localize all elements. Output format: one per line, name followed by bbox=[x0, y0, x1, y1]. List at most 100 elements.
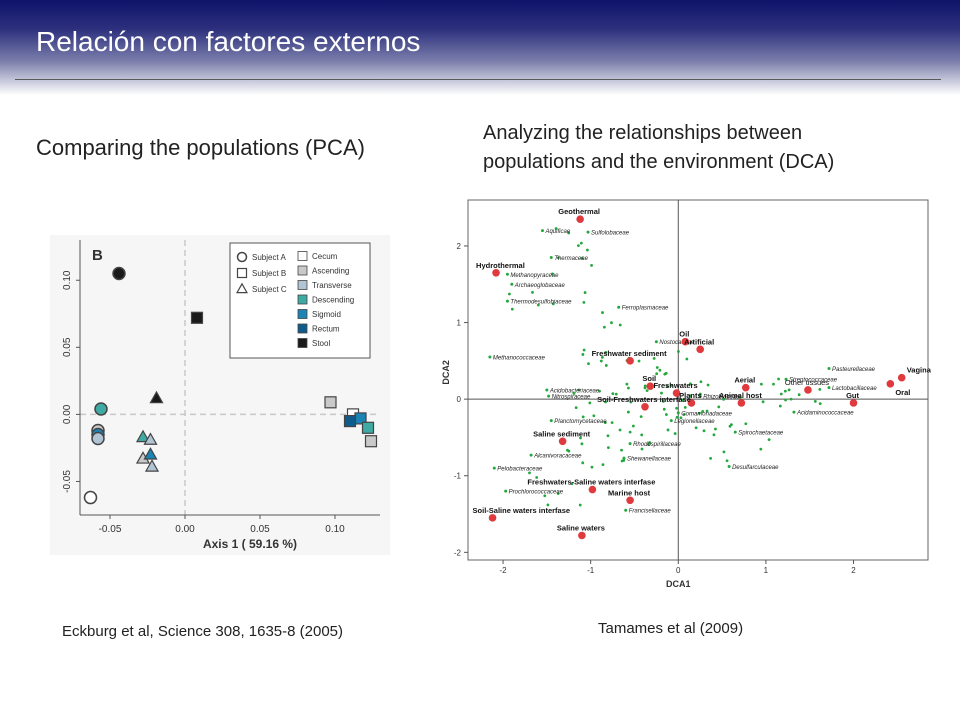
pca-point bbox=[143, 447, 158, 460]
dca-family-point bbox=[606, 434, 610, 438]
dca-family-point bbox=[722, 450, 726, 454]
dca-family-point bbox=[626, 410, 630, 414]
dca-family-point bbox=[572, 392, 576, 395]
dca-family-point bbox=[709, 457, 713, 460]
dca-environment-point-saline-waters bbox=[578, 531, 586, 540]
dca-family-point-pelobacteraceae bbox=[492, 466, 496, 470]
pca-x-tick-label: 0.05 bbox=[250, 524, 270, 535]
dca-family-point bbox=[583, 291, 587, 294]
dca-family-point-thermaceae bbox=[549, 255, 553, 259]
dca-family-point bbox=[778, 404, 782, 408]
dca-family-point bbox=[581, 353, 585, 356]
dca-y-tick-label: -1 bbox=[454, 472, 462, 481]
pca-point bbox=[94, 402, 108, 416]
dca-family-point bbox=[772, 382, 775, 386]
dca-family-point bbox=[620, 448, 623, 452]
dca-family-point-planctomycetaceae bbox=[549, 419, 553, 423]
dca-family-point bbox=[629, 400, 633, 404]
dca-family-point bbox=[706, 383, 710, 387]
dca-family-point bbox=[729, 423, 733, 427]
dca-family-label-thermaceae: Thermaceae bbox=[554, 256, 588, 262]
dca-family-point bbox=[556, 492, 560, 495]
pca-legend-label-sigmoid: Sigmoid bbox=[312, 310, 341, 319]
dca-family-point-nitrospiraceae bbox=[547, 394, 551, 398]
pca-x-tick-label: 0.00 bbox=[175, 524, 195, 535]
dca-environment-label-soil-saline-waters-interfase: Soil-Saline waters interfase bbox=[473, 506, 571, 515]
dca-family-point-nostocaceae bbox=[654, 340, 658, 344]
dca-y-tick-label: 0 bbox=[457, 395, 462, 404]
dca-environment-point-freshwaters bbox=[672, 389, 681, 397]
dca-environment-point-vagina bbox=[897, 373, 906, 382]
pca-legend-swatch-ascending bbox=[297, 265, 308, 276]
dca-family-point-comamonadaceae bbox=[676, 411, 680, 415]
dca-family-point bbox=[556, 256, 560, 260]
dca-family-point bbox=[582, 300, 586, 304]
dca-environment-label-saline-sediment: Saline sediment bbox=[533, 429, 591, 438]
dca-family-point bbox=[579, 241, 583, 245]
dca-environment-label-geothermal: Geothermal bbox=[558, 207, 600, 216]
dca-family-point-legionellaceae bbox=[669, 419, 673, 423]
dca-environment-label-hydrothermal: Hydrothermal bbox=[476, 261, 525, 270]
dca-family-label-ferroplasmaceae: Ferroplasmaceae bbox=[622, 306, 669, 312]
dca-family-point bbox=[712, 433, 716, 437]
pca-legend-label-transverse: Transverse bbox=[312, 281, 352, 290]
dca-family-point bbox=[658, 368, 662, 372]
dca-family-point bbox=[536, 303, 540, 307]
pca-y-tick-label: 0.00 bbox=[62, 404, 73, 424]
dca-family-point bbox=[611, 392, 615, 396]
dca-family-point-pasteurellaceae bbox=[827, 367, 831, 371]
pca-point bbox=[190, 311, 204, 324]
dca-family-label-lactobacillaceae: Lactobacillaceae bbox=[832, 386, 877, 392]
dca-environment-label-freshwaters: Freshwaters bbox=[653, 381, 697, 390]
dca-x-tick-label: 1 bbox=[764, 566, 769, 575]
dca-family-point bbox=[652, 356, 656, 360]
dca-x-tick-label: 2 bbox=[851, 566, 856, 575]
dca-family-point bbox=[701, 409, 705, 413]
pca-legend-swatch-sigmoid bbox=[297, 309, 308, 319]
pca-point bbox=[149, 390, 164, 404]
dca-family-point bbox=[601, 311, 604, 314]
dca-environment-point-oral bbox=[886, 380, 895, 388]
dca-family-point bbox=[675, 415, 679, 419]
pca-legend-swatch-transverse bbox=[297, 280, 308, 290]
dca-family-point bbox=[787, 388, 791, 392]
dca-environment-point-soil-saline-waters-interfase bbox=[488, 514, 497, 522]
dca-family-point bbox=[546, 503, 550, 507]
dca-y-axis-label: DCA2 bbox=[441, 360, 451, 385]
dca-family-label-rhizobiaceae: Rhizobiaceae bbox=[703, 395, 740, 401]
dca-family-label-comamonadaceae: Comamonadaceae bbox=[681, 411, 732, 417]
dca-family-point bbox=[588, 401, 592, 405]
dca-family-point-francisellaceae bbox=[624, 508, 628, 512]
dca-background bbox=[440, 190, 935, 590]
pca-point bbox=[135, 429, 151, 443]
pca-subtitle: Comparing the populations (PCA) bbox=[36, 135, 365, 160]
dca-family-point-rhodospirillaceae bbox=[628, 442, 632, 446]
dca-environment-point-hydrothermal bbox=[492, 268, 500, 277]
dca-family-point bbox=[699, 380, 703, 384]
dca-family-point-methanococcaceae bbox=[488, 355, 492, 359]
slide-title: Relación con factores externos bbox=[36, 26, 421, 57]
dca-family-point-streptococcaceae bbox=[784, 377, 788, 381]
dca-family-point bbox=[640, 447, 644, 451]
dca-family-point bbox=[685, 357, 689, 361]
dca-family-point-alcanivoracaceae bbox=[529, 453, 533, 457]
pca-point bbox=[364, 435, 378, 448]
dca-subtitle-line2: populations and the environment (DCA) bbox=[483, 151, 835, 173]
dca-family-label-nitrospiraceae: Nitrospiraceae bbox=[552, 395, 591, 401]
dca-family-point bbox=[528, 471, 531, 475]
pca-chart: -0.05 0.00 0.05 0.10 -0.05 0.00 0.05 0.10 Axis 1… bbox=[50, 235, 390, 555]
pca-legend-label-stool: Stool bbox=[312, 339, 330, 348]
dca-family-point-prochlorococcaceae bbox=[504, 489, 508, 493]
dca-family-point bbox=[714, 427, 717, 431]
pca-legend-label-ascending: Ascending bbox=[312, 267, 349, 276]
pca-panel-label: B bbox=[92, 247, 103, 264]
dca-family-point bbox=[683, 406, 687, 409]
dca-family-point bbox=[789, 397, 793, 401]
dca-family-point bbox=[761, 400, 765, 404]
dca-family-point bbox=[725, 459, 729, 463]
dca-x-tick-label: 0 bbox=[676, 566, 681, 575]
dca-x-axis-label: DCA1 bbox=[666, 579, 691, 589]
pca-legend-label-descending: Descending bbox=[312, 296, 354, 305]
dca-family-point-sulfolobaceae bbox=[586, 230, 590, 234]
dca-family-point bbox=[566, 448, 569, 452]
